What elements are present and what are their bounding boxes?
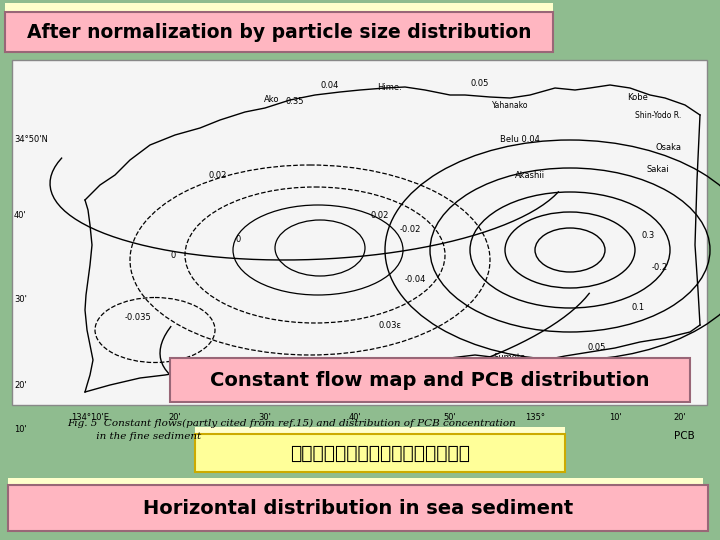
Text: Shin-Yodo R.: Shin-Yodo R. [635, 111, 681, 119]
Text: Ako: Ako [264, 96, 280, 105]
Text: 10': 10' [14, 426, 27, 435]
FancyBboxPatch shape [8, 478, 703, 486]
Text: 粒径・微細粒子・比表面積で規格化: 粒径・微細粒子・比表面積で規格化 [290, 443, 470, 462]
Text: 0.35: 0.35 [286, 98, 305, 106]
Text: Kobe: Kobe [628, 92, 649, 102]
Text: -0.02: -0.02 [400, 226, 420, 234]
Text: 0.02: 0.02 [209, 171, 228, 179]
Text: 30': 30' [258, 413, 271, 422]
Text: Yahanako: Yahanako [492, 100, 528, 110]
Text: 0.03ε: 0.03ε [379, 321, 402, 329]
Text: 30': 30' [14, 295, 27, 305]
Text: Fig. 5  Constant flows(partly cited from ref.15) and distribution of PCB concent: Fig. 5 Constant flows(partly cited from … [67, 419, 516, 428]
Text: 0.1: 0.1 [631, 303, 644, 313]
Text: 34°50'N: 34°50'N [14, 136, 48, 145]
Text: -0.035: -0.035 [125, 314, 151, 322]
Text: in the fine sediment: in the fine sediment [67, 432, 201, 441]
Text: Akashii: Akashii [515, 171, 545, 179]
Text: Hime.: Hime. [377, 84, 402, 92]
Text: -0.2: -0.2 [652, 264, 668, 273]
Text: 0.05: 0.05 [471, 78, 489, 87]
Text: 20': 20' [168, 413, 181, 422]
Text: Horizontal distribution in sea sediment: Horizontal distribution in sea sediment [143, 498, 573, 517]
Text: 0.05: 0.05 [521, 366, 539, 375]
Text: PCB: PCB [674, 431, 695, 441]
FancyBboxPatch shape [5, 12, 553, 52]
Text: 0.05: 0.05 [588, 343, 606, 353]
Text: 0: 0 [235, 235, 240, 245]
Text: 20': 20' [674, 413, 686, 422]
FancyBboxPatch shape [170, 358, 690, 402]
Text: 135°: 135° [525, 413, 545, 422]
Text: 20': 20' [14, 381, 27, 389]
Text: 0.02: 0.02 [371, 211, 390, 219]
Text: 0.3: 0.3 [642, 231, 654, 240]
FancyBboxPatch shape [195, 434, 565, 472]
Text: 10': 10' [608, 413, 621, 422]
FancyBboxPatch shape [195, 427, 565, 435]
Text: 0: 0 [171, 251, 176, 260]
FancyBboxPatch shape [12, 60, 707, 405]
Text: 50': 50' [444, 413, 456, 422]
Text: Osaka: Osaka [655, 144, 681, 152]
Text: -0.04: -0.04 [405, 275, 426, 285]
Text: 40': 40' [348, 413, 361, 422]
FancyBboxPatch shape [5, 3, 553, 13]
Text: 0.04: 0.04 [321, 80, 339, 90]
FancyBboxPatch shape [8, 485, 708, 531]
Text: Sumoto: Sumoto [494, 354, 526, 362]
Text: Constant flow map and PCB distribution: Constant flow map and PCB distribution [210, 370, 649, 389]
Text: 0.02: 0.02 [396, 361, 414, 369]
Text: Belu 0.04: Belu 0.04 [500, 136, 540, 145]
Text: Sakai: Sakai [647, 165, 670, 174]
Text: After normalization by particle size distribution: After normalization by particle size dis… [27, 23, 531, 42]
Text: 40': 40' [14, 211, 27, 219]
Text: 134°10'E: 134°10'E [71, 413, 109, 422]
